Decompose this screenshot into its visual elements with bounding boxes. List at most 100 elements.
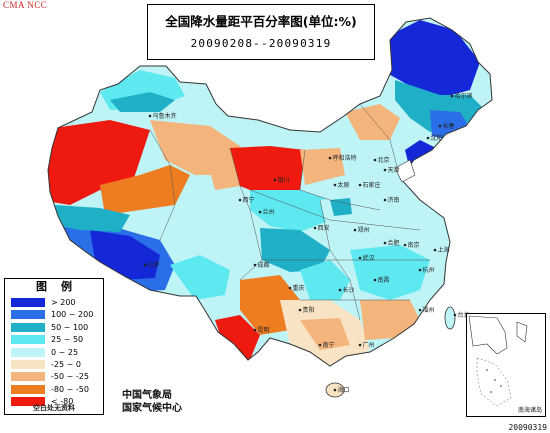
city-dot (438, 124, 442, 128)
legend-swatch (11, 310, 45, 320)
legend-swatch (11, 397, 45, 407)
legend-row: 50 ~ 100 (11, 322, 101, 333)
city-label: 重庆 (293, 284, 305, 292)
legend: 图例 > 200 100 ~ 200 50 ~ 100 25 ~ 50 0 ~ 25 -2… (4, 278, 104, 415)
issuer-line-2: 国家气候中心 (122, 403, 182, 414)
city-dot (358, 343, 362, 347)
inset-label: 南海诸岛 (517, 407, 542, 414)
legend-label: > 200 (51, 298, 76, 307)
south-china-sea-inset: 南海诸岛 (466, 313, 546, 417)
legend-row: 25 ~ 50 (11, 334, 101, 345)
city-label: 南宁 (323, 341, 335, 349)
city-label: 上海 (438, 246, 450, 254)
city-label: 郑州 (358, 226, 370, 234)
city-dot (426, 136, 430, 140)
city-label: 昆明 (258, 327, 270, 334)
city-label: 台北 (458, 311, 470, 319)
city-dot (418, 268, 422, 272)
city-label: 贵阳 (303, 306, 315, 314)
city-dot (358, 183, 362, 187)
city-dot (338, 288, 342, 292)
city-label: 海口 (338, 386, 350, 394)
province-boundaries (149, 103, 430, 321)
city-label: 成都 (258, 261, 270, 269)
city-dot (238, 198, 242, 202)
legend-swatch (11, 322, 45, 332)
city-label: 乌鲁木齐 (153, 112, 177, 120)
legend-row: -80 ~ -50 (11, 384, 101, 395)
legend-swatch (11, 384, 45, 394)
city-dot (383, 198, 387, 202)
date-stamp: 20090319 (508, 423, 547, 432)
issuer-line-1: 中国气象局 (122, 390, 172, 401)
city-dot (383, 241, 387, 245)
map-title: 全国降水量距平百分率图(单位:%) (165, 14, 357, 29)
city-dot (288, 286, 292, 290)
inset-map (468, 315, 528, 407)
city-label: 拉萨 (148, 261, 160, 269)
city-dot (333, 388, 337, 392)
city-dot (328, 156, 332, 160)
legend-swatch (11, 372, 45, 382)
city-dot (450, 94, 454, 98)
city-label: 哈尔滨 (455, 92, 473, 100)
issuer: 中国气象局 国家气候中心 (122, 389, 182, 415)
city-dot (418, 308, 422, 312)
legend-label: -50 ~ -25 (51, 372, 89, 382)
city-label: 北京 (378, 156, 390, 164)
city-label: 南昌 (378, 276, 390, 284)
city-label: 广州 (363, 341, 375, 349)
legend-swatch (11, 335, 45, 345)
city-dot (273, 178, 277, 182)
city-dot (383, 168, 387, 172)
city-dot (148, 114, 152, 118)
bohai-sea (394, 159, 416, 183)
city-dot (373, 158, 377, 162)
map-date-range: 20090208--20090319 (190, 37, 332, 50)
city-label: 长春 (443, 122, 455, 130)
city-dot (358, 256, 362, 260)
legend-label: -80 ~ -50 (51, 384, 89, 394)
legend-row: 100 ~ 200 (11, 309, 101, 320)
legend-row: 0 ~ 25 (11, 347, 101, 358)
legend-label: -25 ~ 0 (51, 360, 81, 369)
legend-row: -50 ~ -25 (11, 371, 101, 382)
city-dot (313, 226, 317, 230)
city-label: 石家庄 (363, 181, 381, 189)
corner-tag: CMA NCC (3, 0, 48, 10)
city-label: 杭州 (423, 266, 435, 274)
legend-row: -25 ~ 0 (11, 359, 101, 370)
city-dot (258, 210, 262, 214)
city-dot (453, 313, 457, 317)
city-dot (353, 228, 357, 232)
legend-swatch (11, 298, 45, 307)
city-dot (253, 328, 257, 332)
city-dot (433, 248, 437, 252)
legend-label: 0 ~ 25 (51, 347, 79, 357)
city-dot (253, 263, 257, 267)
city-label: 天津 (388, 167, 400, 174)
legend-swatch (11, 347, 45, 357)
city-label: 沈阳 (431, 134, 443, 142)
city-dot (143, 263, 147, 267)
legend-title: 图例 (36, 280, 86, 293)
legend-swatch (11, 360, 45, 369)
legend-row: > 200 (11, 297, 101, 308)
city-dot (298, 308, 302, 312)
city-label: 兰州 (263, 208, 275, 216)
legend-label: 100 ~ 200 (51, 310, 94, 320)
city-label: 济南 (388, 196, 400, 204)
china-outline (47, 17, 493, 367)
city-label: 西宁 (243, 196, 255, 204)
city-label: 合肥 (388, 239, 400, 247)
city-dot (318, 343, 322, 347)
city-label: 呼和浩特 (333, 154, 357, 162)
taiwan-island (444, 306, 456, 330)
city-dot (333, 183, 337, 187)
city-label: 西安 (318, 224, 330, 232)
city-dot (403, 243, 407, 247)
legend-label: 25 ~ 50 (51, 335, 84, 345)
city-label: 福州 (423, 306, 435, 314)
